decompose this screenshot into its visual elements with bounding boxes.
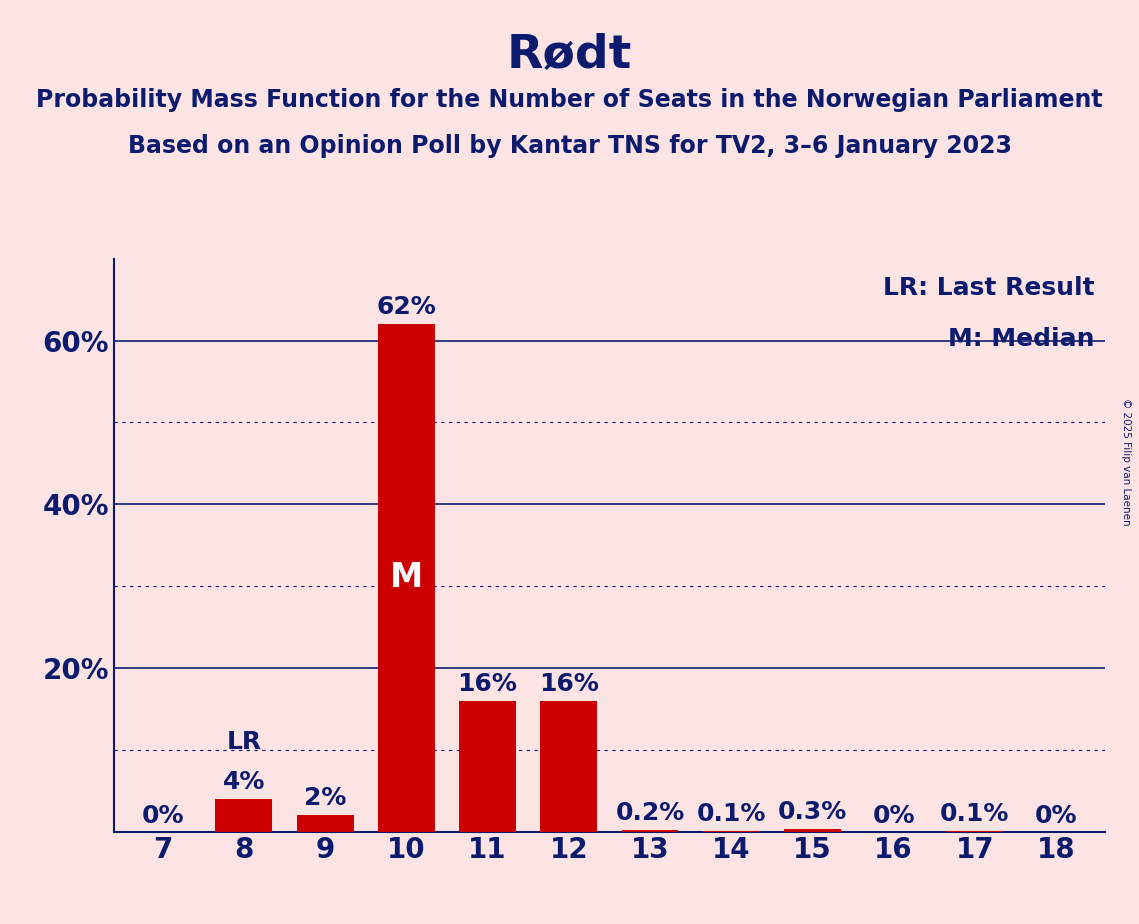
Text: 0%: 0% [872,804,915,828]
Text: LR: LR [227,730,262,754]
Text: 0.1%: 0.1% [940,802,1009,826]
Bar [215,799,272,832]
Text: 0%: 0% [141,804,183,828]
Text: Based on an Opinion Poll by Kantar TNS for TV2, 3–6 January 2023: Based on an Opinion Poll by Kantar TNS f… [128,134,1011,158]
Text: 16%: 16% [539,672,599,696]
Text: 4%: 4% [222,770,265,794]
Text: 0%: 0% [1035,804,1077,828]
Text: 62%: 62% [376,296,436,320]
Text: Rødt: Rødt [507,32,632,78]
Bar [378,324,435,832]
Text: 0.2%: 0.2% [615,801,685,825]
Text: M: Median: M: Median [949,327,1095,351]
Text: Probability Mass Function for the Number of Seats in the Norwegian Parliament: Probability Mass Function for the Number… [36,88,1103,112]
Bar [459,700,516,832]
Text: LR: Last Result: LR: Last Result [884,276,1095,300]
Text: M: M [390,562,423,594]
Text: © 2025 Filip van Laenen: © 2025 Filip van Laenen [1121,398,1131,526]
Text: 0.3%: 0.3% [778,800,847,824]
Bar [296,815,353,832]
Text: 2%: 2% [304,786,346,810]
Bar [622,830,679,832]
Text: 16%: 16% [458,672,517,696]
Text: 0.1%: 0.1% [697,802,765,826]
Bar [784,829,841,832]
Bar [540,700,597,832]
